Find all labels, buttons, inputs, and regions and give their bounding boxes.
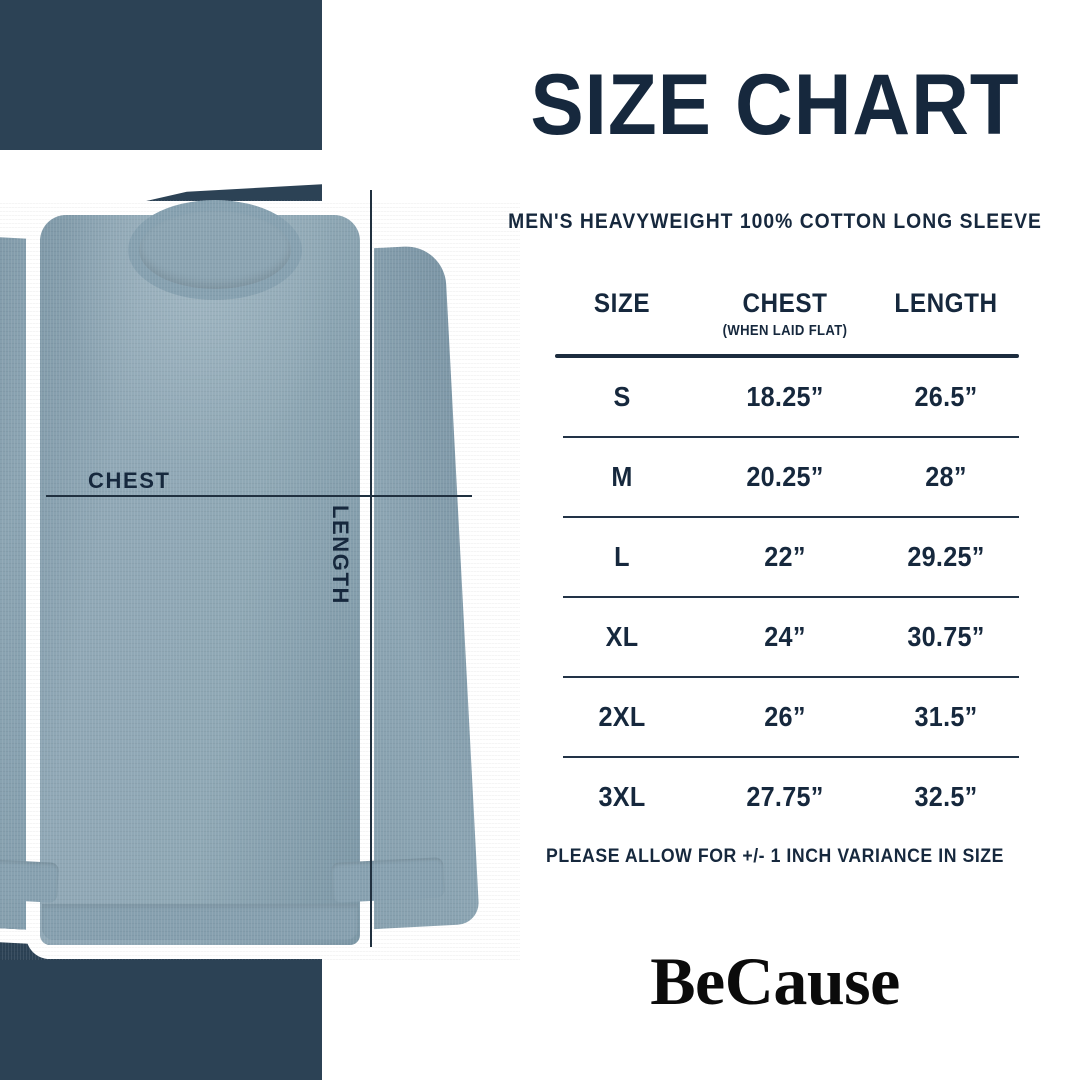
cell-length: 32.5” xyxy=(914,781,978,812)
cell-length: 28” xyxy=(925,461,967,492)
table-header-row: SIZE CHEST (WHEN LAID FLAT) LENGTH xyxy=(547,282,1019,354)
shirt-hem xyxy=(42,904,358,940)
cell-size: XL xyxy=(605,621,639,652)
page-subtitle: MEN'S HEAVYWEIGHT 100% COTTON LONG SLEEV… xyxy=(508,210,1042,233)
column-header-size: SIZE xyxy=(593,288,651,318)
table-row: S 18.25” 26.5” xyxy=(547,358,1019,436)
table-row-divider xyxy=(563,756,1019,758)
chest-measurement-label: CHEST xyxy=(88,468,171,493)
cell-size: 3XL xyxy=(598,781,646,812)
long-sleeve-shirt-photo xyxy=(0,160,560,960)
table-header-divider xyxy=(555,354,1019,358)
cell-size: 2XL xyxy=(598,701,646,732)
cell-size: S xyxy=(613,381,631,412)
brand-logo: BeCause xyxy=(650,943,900,1019)
cell-size: L xyxy=(614,541,630,572)
table-row-divider xyxy=(563,516,1019,518)
length-measurement-line xyxy=(370,190,372,947)
shirt-cuff-right xyxy=(331,857,445,903)
cell-chest: 24” xyxy=(764,621,806,652)
chart-content: SIZE CHART MEN'S HEAVYWEIGHT 100% COTTON… xyxy=(470,0,1080,1080)
column-header-length: LENGTH xyxy=(894,288,998,318)
cell-length: 30.75” xyxy=(907,621,985,652)
table-row: XL 24” 30.75” xyxy=(547,598,1019,676)
table-row: 2XL 26” 31.5” xyxy=(547,678,1019,756)
page-title: SIZE CHART xyxy=(530,57,1020,153)
table-row: 3XL 27.75” 32.5” xyxy=(547,758,1019,836)
column-header-chest: CHEST (WHEN LAID FLAT) xyxy=(706,282,864,339)
cell-chest: 22” xyxy=(764,541,806,572)
column-header-chest-sublabel: (WHEN LAID FLAT) xyxy=(722,322,848,339)
cell-size: M xyxy=(611,461,633,492)
cell-length: 26.5” xyxy=(914,381,978,412)
table-row-divider xyxy=(563,596,1019,598)
table-row-divider xyxy=(563,676,1019,678)
shirt-cuff-left xyxy=(0,857,59,903)
shirt-collar xyxy=(128,200,302,300)
cell-chest: 18.25” xyxy=(746,381,824,412)
column-header-chest-label: CHEST xyxy=(742,288,828,318)
cell-chest: 20.25” xyxy=(746,461,824,492)
table-row: L 22” 29.25” xyxy=(547,518,1019,596)
chest-measurement-line xyxy=(46,495,472,497)
cell-length: 29.25” xyxy=(907,541,985,572)
table-row: M 20.25” 28” xyxy=(547,438,1019,516)
cell-chest: 27.75” xyxy=(746,781,824,812)
length-measurement-label: LENGTH xyxy=(328,505,353,606)
table-row-divider xyxy=(563,436,1019,438)
shirt-body xyxy=(40,215,360,945)
size-table: SIZE CHEST (WHEN LAID FLAT) LENGTH S 18.… xyxy=(547,282,1019,836)
variance-note: PLEASE ALLOW FOR +/- 1 INCH VARIANCE IN … xyxy=(546,846,1004,867)
cell-chest: 26” xyxy=(764,701,806,732)
cell-length: 31.5” xyxy=(914,701,978,732)
